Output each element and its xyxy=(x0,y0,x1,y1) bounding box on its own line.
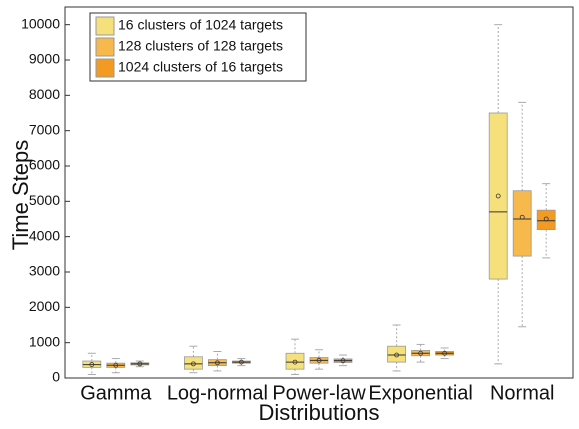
mean xyxy=(113,362,119,368)
y-tick-label: 10000 xyxy=(21,15,60,31)
mean xyxy=(543,216,549,222)
mean xyxy=(340,358,346,364)
y-tick-label: 1000 xyxy=(29,333,60,349)
y-tick-label: 2000 xyxy=(29,298,60,314)
box xyxy=(285,352,305,370)
x-tick-label: Exponential xyxy=(368,382,473,404)
legend-box xyxy=(89,12,307,82)
x-tick-label: Gamma xyxy=(80,382,152,404)
box xyxy=(387,345,407,363)
x-tick-label: Power-law xyxy=(272,382,366,404)
mean xyxy=(89,362,95,367)
legend-label: 128 clusters of 128 targets xyxy=(118,38,283,54)
y-axis-label: Time Steps xyxy=(8,140,33,250)
y-tick-label: 4000 xyxy=(29,227,60,243)
x-axis-label: Distributions xyxy=(258,400,379,425)
x-tick-label: Log-normal xyxy=(167,382,268,404)
legend-label: 1024 clusters of 16 targets xyxy=(118,59,283,75)
y-tick-label: 0 xyxy=(52,369,60,385)
x-tick-label: Normal xyxy=(490,382,554,404)
mean xyxy=(418,350,424,356)
mean xyxy=(442,350,448,356)
y-tick-label: 5000 xyxy=(29,192,60,208)
mean xyxy=(292,359,298,365)
box xyxy=(512,190,532,257)
box xyxy=(488,112,508,280)
mean xyxy=(238,359,244,365)
y-tick-label: 8000 xyxy=(29,86,60,102)
box xyxy=(183,356,203,370)
legend-swatch xyxy=(95,16,115,36)
mean xyxy=(316,357,322,363)
mean xyxy=(190,361,196,367)
legend-swatch xyxy=(95,58,115,78)
y-tick-label: 7000 xyxy=(29,121,60,137)
y-tick-label: 6000 xyxy=(29,157,60,173)
mean xyxy=(394,352,400,358)
plot-area xyxy=(64,6,574,379)
mean xyxy=(495,193,501,199)
mean xyxy=(519,214,525,220)
legend-swatch xyxy=(95,37,115,57)
mean xyxy=(214,360,220,366)
box xyxy=(536,209,556,231)
y-tick-label: 3000 xyxy=(29,263,60,279)
y-tick-label: 9000 xyxy=(29,51,60,67)
mean xyxy=(137,361,143,367)
legend-label: 16 clusters of 1024 targets xyxy=(118,17,283,33)
